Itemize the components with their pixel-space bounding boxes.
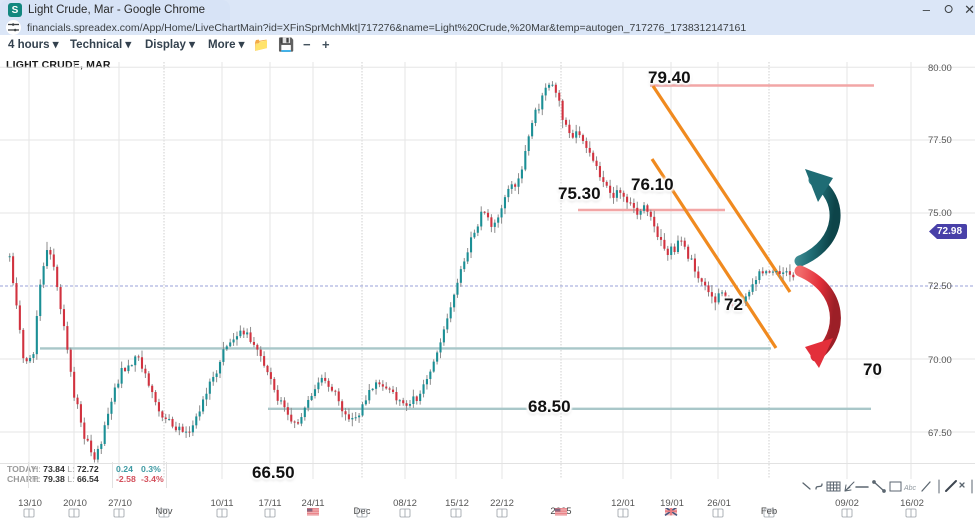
svg-text:Abc: Abc xyxy=(903,485,917,492)
